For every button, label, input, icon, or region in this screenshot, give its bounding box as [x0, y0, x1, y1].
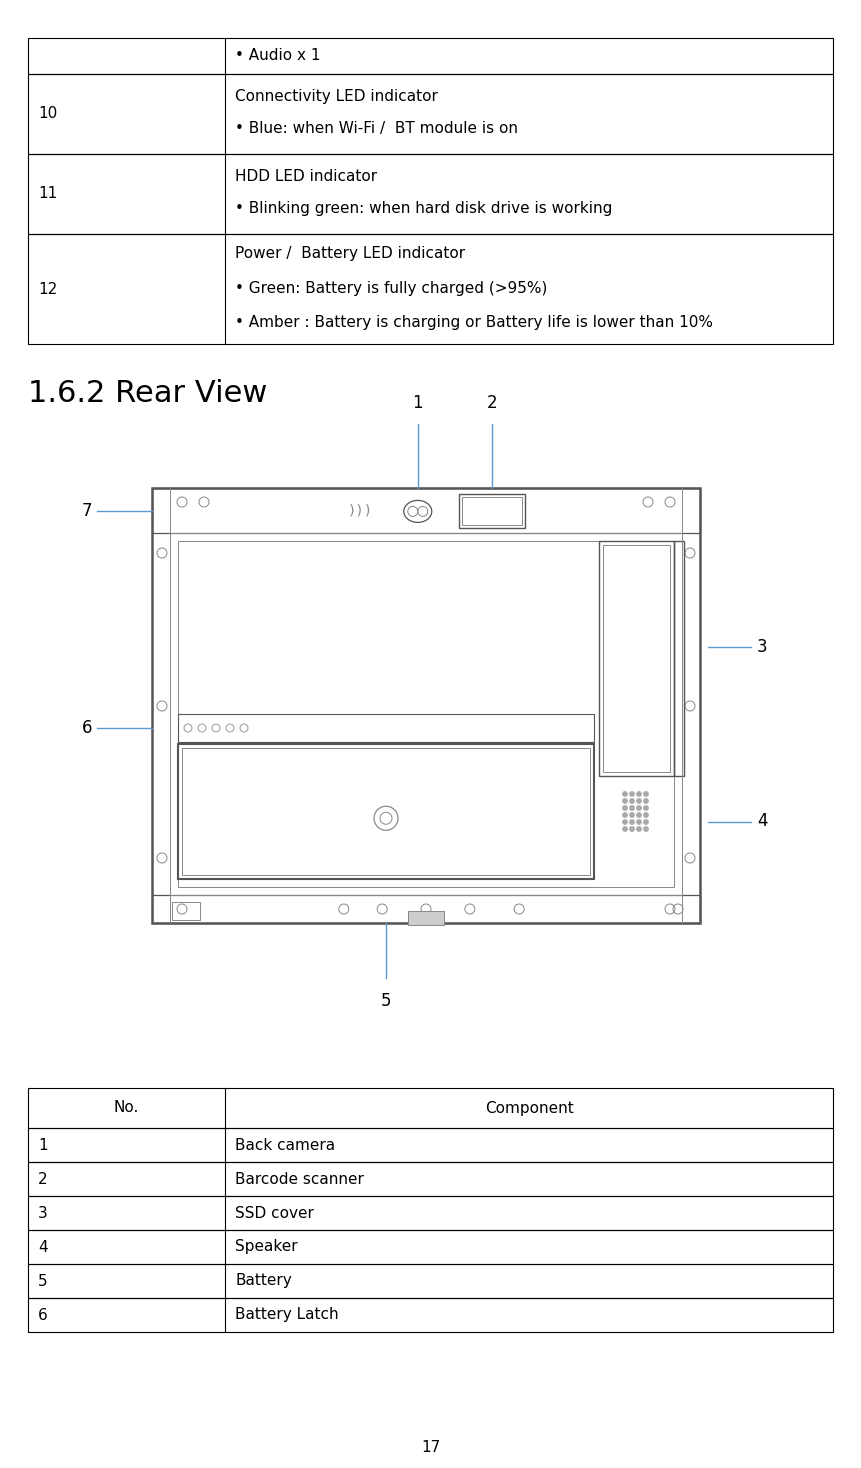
Bar — [408, 912, 444, 925]
Bar — [178, 744, 594, 879]
Text: 2: 2 — [38, 1171, 47, 1186]
Circle shape — [623, 791, 627, 796]
Circle shape — [629, 819, 635, 824]
Circle shape — [637, 799, 641, 803]
Text: 2: 2 — [486, 393, 497, 413]
Circle shape — [644, 819, 648, 824]
Bar — [674, 542, 684, 777]
Bar — [28, 1298, 833, 1331]
Bar — [28, 154, 833, 233]
Circle shape — [623, 826, 627, 831]
Text: 3: 3 — [38, 1205, 47, 1220]
Bar — [599, 542, 674, 777]
Bar — [28, 233, 833, 344]
Bar — [178, 713, 594, 741]
Text: 7: 7 — [82, 502, 92, 520]
Circle shape — [644, 826, 648, 831]
Text: 12: 12 — [38, 282, 57, 297]
Circle shape — [644, 791, 648, 796]
Circle shape — [629, 806, 635, 810]
Text: 1: 1 — [412, 393, 423, 413]
Text: Barcode scanner: Barcode scanner — [235, 1171, 364, 1186]
Text: No.: No. — [114, 1101, 139, 1116]
Circle shape — [629, 799, 635, 803]
Text: 6: 6 — [38, 1308, 47, 1323]
Text: 3: 3 — [757, 639, 768, 656]
Text: 4: 4 — [757, 812, 767, 831]
Bar — [28, 38, 833, 73]
Text: 1.6.2 Rear View: 1.6.2 Rear View — [28, 380, 268, 408]
Text: HDD LED indicator: HDD LED indicator — [235, 169, 377, 184]
Bar — [152, 895, 700, 923]
Bar — [28, 1264, 833, 1298]
Bar — [172, 901, 200, 920]
Circle shape — [623, 819, 627, 824]
Circle shape — [629, 813, 635, 818]
Circle shape — [644, 799, 648, 803]
Text: • Audio x 1: • Audio x 1 — [235, 48, 321, 63]
Text: • Blue: when Wi-Fi /  BT module is on: • Blue: when Wi-Fi / BT module is on — [235, 120, 518, 137]
Circle shape — [637, 819, 641, 824]
Circle shape — [644, 813, 648, 818]
Text: • Amber : Battery is charging or Battery life is lower than 10%: • Amber : Battery is charging or Battery… — [235, 314, 713, 329]
Text: Connectivity LED indicator: Connectivity LED indicator — [235, 90, 438, 104]
Bar — [28, 1230, 833, 1264]
Text: 17: 17 — [421, 1440, 440, 1455]
Circle shape — [637, 813, 641, 818]
Text: 10: 10 — [38, 107, 57, 122]
Text: 5: 5 — [381, 992, 391, 1010]
Text: ))): ))) — [348, 504, 373, 518]
Text: Component: Component — [485, 1101, 573, 1116]
Circle shape — [629, 826, 635, 831]
Bar — [28, 73, 833, 154]
Text: Power /  Battery LED indicator: Power / Battery LED indicator — [235, 247, 465, 261]
Circle shape — [637, 826, 641, 831]
Circle shape — [623, 813, 627, 818]
Bar — [28, 1088, 833, 1127]
Text: • Green: Battery is fully charged (>95%): • Green: Battery is fully charged (>95%) — [235, 282, 548, 297]
Text: 1: 1 — [38, 1138, 47, 1152]
Bar — [461, 498, 522, 526]
Text: 6: 6 — [82, 719, 92, 737]
Bar — [28, 1196, 833, 1230]
Bar — [459, 495, 524, 528]
Text: SSD cover: SSD cover — [235, 1205, 314, 1220]
Bar — [152, 487, 700, 533]
Bar — [182, 749, 590, 875]
Bar — [178, 542, 674, 887]
Bar — [28, 1163, 833, 1196]
Text: 11: 11 — [38, 186, 57, 201]
Text: • Blinking green: when hard disk drive is working: • Blinking green: when hard disk drive i… — [235, 201, 612, 216]
Text: 5: 5 — [38, 1274, 47, 1289]
Bar — [28, 1127, 833, 1163]
Text: Back camera: Back camera — [235, 1138, 335, 1152]
Circle shape — [623, 799, 627, 803]
Text: 4: 4 — [38, 1239, 47, 1255]
Text: Battery: Battery — [235, 1274, 292, 1289]
Circle shape — [637, 791, 641, 796]
Bar — [152, 487, 700, 923]
Circle shape — [637, 806, 641, 810]
Circle shape — [629, 791, 635, 796]
Circle shape — [623, 806, 627, 810]
Text: Speaker: Speaker — [235, 1239, 298, 1255]
Bar — [603, 545, 670, 772]
Text: Battery Latch: Battery Latch — [235, 1308, 339, 1323]
Circle shape — [644, 806, 648, 810]
